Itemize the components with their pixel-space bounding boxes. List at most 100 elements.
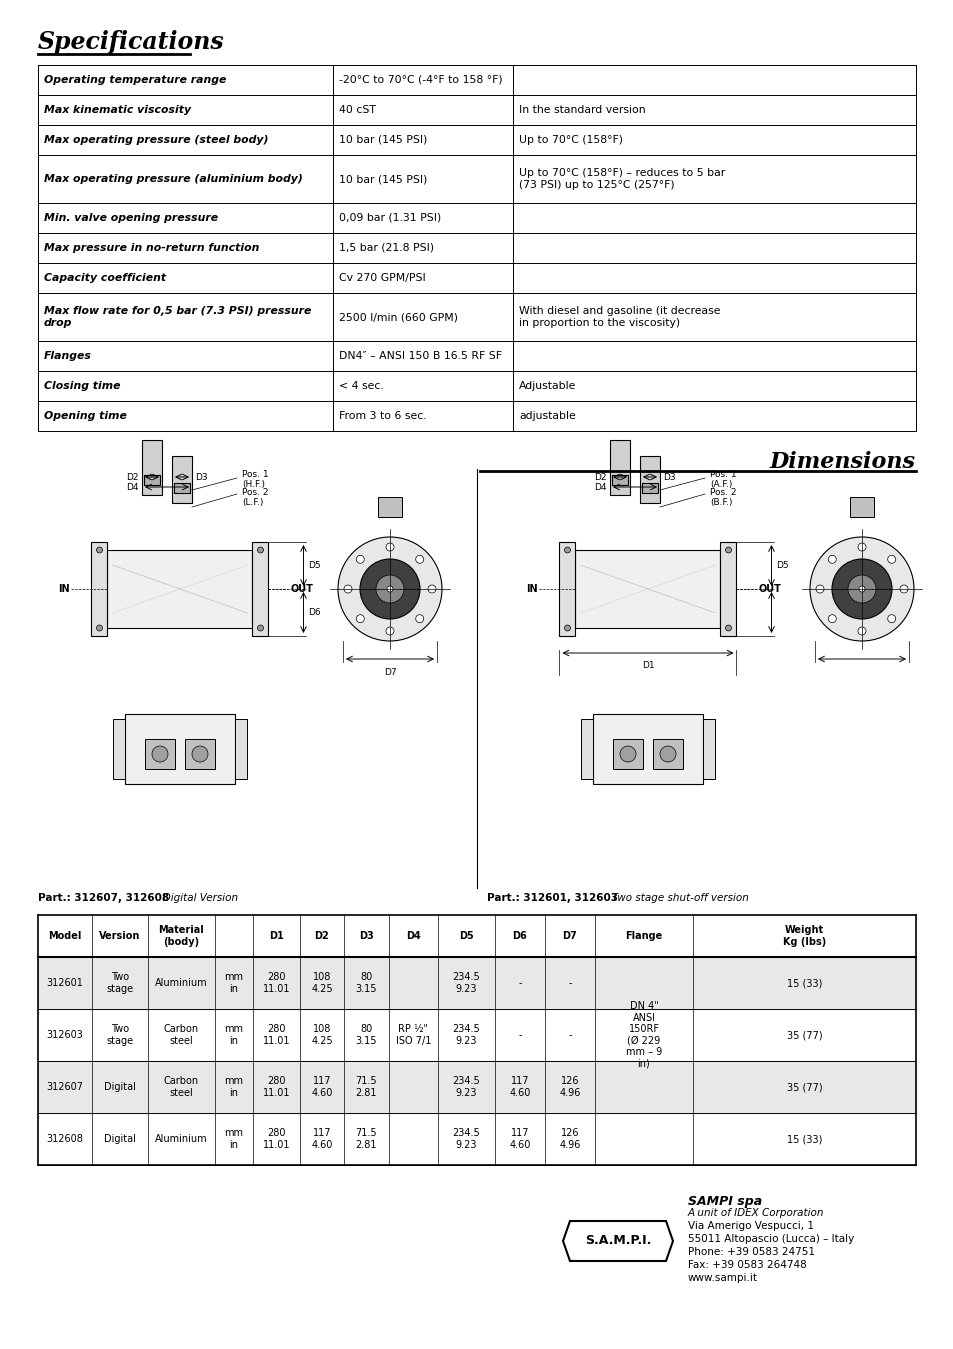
Text: Max operating pressure (aluminium body): Max operating pressure (aluminium body) — [44, 174, 302, 183]
Circle shape — [359, 558, 419, 619]
Text: D2: D2 — [314, 931, 329, 942]
Text: 40 cST: 40 cST — [338, 105, 375, 115]
Circle shape — [809, 537, 913, 641]
Text: 234.5
9.23: 234.5 9.23 — [452, 1077, 480, 1098]
Text: -: - — [568, 978, 571, 987]
Bar — [613, 739, 642, 769]
Text: D7: D7 — [383, 668, 395, 677]
Text: 234.5
9.23: 234.5 9.23 — [452, 1128, 480, 1149]
Text: 2500 l/min (660 GPM): 2500 l/min (660 GPM) — [338, 312, 457, 322]
Text: Digital Version: Digital Version — [152, 893, 238, 902]
Text: Closing time: Closing time — [44, 380, 120, 391]
Text: Max kinematic viscosity: Max kinematic viscosity — [44, 105, 191, 115]
Text: S.A.M.P.I.: S.A.M.P.I. — [584, 1234, 651, 1248]
Text: Min. valve opening pressure: Min. valve opening pressure — [44, 213, 218, 223]
Circle shape — [724, 625, 731, 631]
Bar — [720, 542, 736, 635]
Text: D4: D4 — [406, 931, 420, 942]
Circle shape — [899, 585, 907, 594]
Text: D3: D3 — [662, 472, 675, 482]
Circle shape — [344, 585, 352, 594]
Bar — [652, 739, 682, 769]
Bar — [91, 542, 108, 635]
Circle shape — [858, 585, 864, 592]
Text: Part.: 312607, 312608: Part.: 312607, 312608 — [38, 893, 169, 902]
Circle shape — [386, 627, 394, 635]
Text: D6: D6 — [308, 608, 321, 616]
Circle shape — [416, 556, 423, 564]
Circle shape — [355, 615, 364, 623]
Circle shape — [827, 615, 836, 623]
Bar — [38, 1062, 915, 1113]
Bar — [575, 550, 720, 629]
Text: 80
3.15: 80 3.15 — [355, 1024, 376, 1045]
Text: RP ½"
ISO 7/1: RP ½" ISO 7/1 — [395, 1024, 431, 1045]
Circle shape — [827, 556, 836, 564]
Text: D2: D2 — [127, 472, 139, 482]
Text: < 4 sec.: < 4 sec. — [338, 380, 383, 391]
Text: Carbon
steel: Carbon steel — [164, 1077, 199, 1098]
Circle shape — [619, 746, 636, 762]
Circle shape — [564, 546, 570, 553]
Text: Pos. 1
(A.F.): Pos. 1 (A.F.) — [709, 469, 736, 490]
Text: D5: D5 — [308, 561, 321, 571]
Circle shape — [815, 585, 823, 594]
Text: Via Amerigo Vespucci, 1: Via Amerigo Vespucci, 1 — [687, 1221, 813, 1232]
Circle shape — [96, 546, 102, 553]
Text: Two
stage: Two stage — [107, 1024, 133, 1045]
Bar — [849, 496, 873, 517]
Text: mm
in: mm in — [224, 973, 243, 994]
Text: Fax: +39 0583 264748: Fax: +39 0583 264748 — [687, 1260, 806, 1269]
Text: 0,09 bar (1.31 PSI): 0,09 bar (1.31 PSI) — [338, 213, 441, 223]
Circle shape — [564, 625, 570, 631]
Text: Capacity coefficient: Capacity coefficient — [44, 272, 166, 283]
Bar — [639, 456, 659, 503]
Text: 312603: 312603 — [47, 1031, 83, 1040]
Bar — [612, 475, 627, 486]
Text: Model: Model — [49, 931, 82, 942]
Text: Adjustable: Adjustable — [518, 380, 576, 391]
Text: mm
in: mm in — [224, 1024, 243, 1045]
Circle shape — [416, 615, 423, 623]
Text: 126
4.96: 126 4.96 — [558, 1128, 580, 1149]
Text: Dimensions: Dimensions — [769, 451, 915, 473]
Bar — [609, 440, 629, 495]
Bar — [253, 542, 268, 635]
Text: D6: D6 — [512, 931, 527, 942]
Bar — [702, 719, 714, 778]
Text: Version: Version — [99, 931, 140, 942]
Text: Max pressure in no-return function: Max pressure in no-return function — [44, 243, 259, 254]
Circle shape — [387, 585, 393, 592]
Text: DN 4"
ANSI
150RF
(Ø 229
mm – 9
in): DN 4" ANSI 150RF (Ø 229 mm – 9 in) — [625, 1001, 661, 1068]
Text: -: - — [517, 1031, 521, 1040]
Bar — [145, 739, 174, 769]
Text: Weight
Kg (lbs): Weight Kg (lbs) — [782, 925, 825, 947]
Text: mm
in: mm in — [224, 1077, 243, 1098]
Text: 280
11.01: 280 11.01 — [262, 1128, 290, 1149]
Text: 126
4.96: 126 4.96 — [558, 1077, 580, 1098]
Text: Carbon
steel: Carbon steel — [164, 1024, 199, 1045]
Text: D1: D1 — [641, 661, 654, 670]
Text: D5: D5 — [458, 931, 474, 942]
Circle shape — [428, 585, 436, 594]
Text: IN: IN — [525, 584, 537, 594]
Text: 280
11.01: 280 11.01 — [262, 1024, 290, 1045]
Circle shape — [887, 615, 895, 623]
Text: 234.5
9.23: 234.5 9.23 — [452, 1024, 480, 1045]
Text: 117
4.60: 117 4.60 — [311, 1077, 333, 1098]
Text: Pos. 1
(H.F.): Pos. 1 (H.F.) — [242, 469, 269, 490]
Text: 71.5
2.81: 71.5 2.81 — [355, 1077, 377, 1098]
Text: -: - — [568, 1031, 571, 1040]
Text: Cv 270 GPM/PSI: Cv 270 GPM/PSI — [338, 272, 425, 283]
Text: A unit of IDEX Corporation: A unit of IDEX Corporation — [687, 1207, 823, 1218]
Circle shape — [257, 625, 263, 631]
Text: D3: D3 — [194, 472, 208, 482]
Text: Digital: Digital — [104, 1135, 135, 1144]
Bar — [173, 483, 190, 492]
Text: -: - — [517, 978, 521, 987]
Text: D5: D5 — [776, 561, 788, 571]
Circle shape — [831, 558, 891, 619]
Circle shape — [386, 544, 394, 550]
Text: 15 (33): 15 (33) — [786, 1135, 821, 1144]
Text: 10 bar (145 PSI): 10 bar (145 PSI) — [338, 174, 427, 183]
